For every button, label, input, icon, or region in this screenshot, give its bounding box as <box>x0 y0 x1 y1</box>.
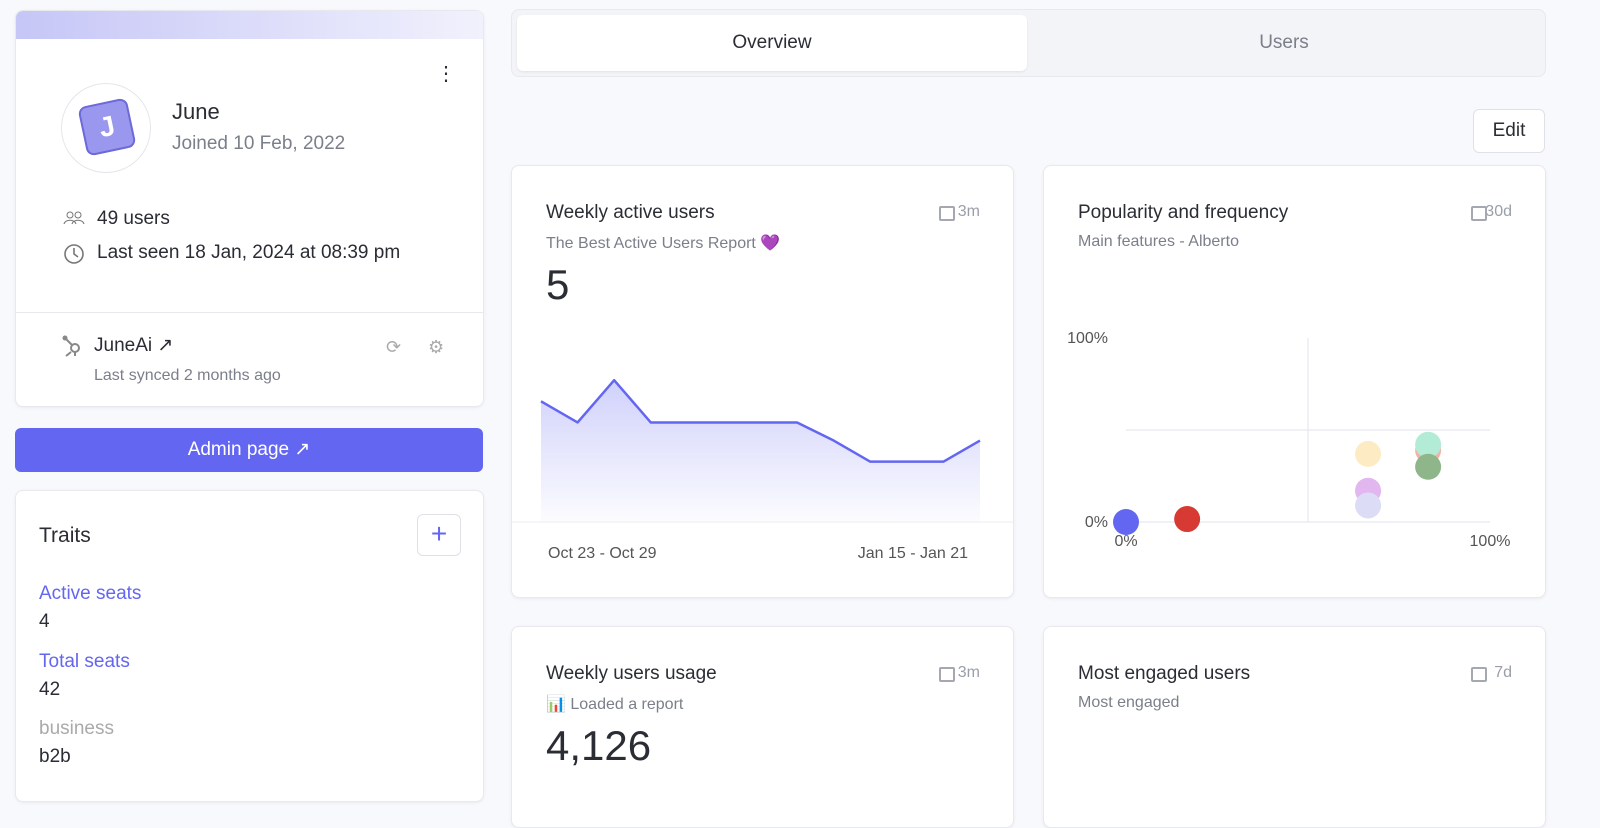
y-tick-label: 100% <box>1067 330 1108 347</box>
hub-icon <box>62 335 80 357</box>
traits-card: Traits + Active seats 4 Total seats 42 b… <box>15 490 484 802</box>
admin-button[interactable]: Admin page ↗ <box>15 428 483 472</box>
card-subtitle: 📊 Loaded a report <box>546 696 684 713</box>
x-tick-label: 100% <box>1470 533 1511 550</box>
tab[interactable]: Overview <box>517 15 1027 71</box>
joined: Joined 10 Feb, 2022 <box>172 133 346 154</box>
tab-bar: Overview Users <box>511 9 1546 77</box>
synced: Last synced 2 months ago <box>94 367 281 384</box>
page: ⋮ J June Joined 10 Feb, 2022 49 users La… <box>15 9 1546 828</box>
x-tick-label: 0% <box>1114 533 1137 550</box>
menu-button[interactable]: ⋮ <box>436 63 456 85</box>
add-trait[interactable]: + <box>417 514 461 556</box>
avatar: J <box>61 83 151 173</box>
calendar-icon <box>1471 667 1487 682</box>
x-tick-label: Jan 15 - Jan 21 <box>858 545 968 562</box>
card-period: 3m <box>957 664 980 681</box>
card-title: Weekly users usage <box>546 663 717 684</box>
chart: Oct 23 - Oct 29 Jan 15 - Jan 21 <box>512 378 1013 562</box>
card-period: 3m <box>957 203 980 220</box>
profile-card: ⋮ J June Joined 10 Feb, 2022 49 users La… <box>15 10 484 407</box>
card-subtitle: Main features - Alberto <box>1078 233 1239 250</box>
report-card: Weekly users usage 📊 Loaded a report 3m 4,1… <box>511 626 1014 828</box>
traits-title: Traits <box>39 524 91 547</box>
icons <box>63 211 85 264</box>
headline: 5 <box>546 261 570 308</box>
x-tick-label: Oct 23 - Oct 29 <box>548 545 657 562</box>
card-period: 30d <box>1485 203 1512 220</box>
avatar-letter: J <box>77 97 137 157</box>
headline: 4,126 <box>546 722 652 769</box>
chart: 0% 100% 0% 100% <box>1067 330 1511 550</box>
card-title: Popularity and frequency <box>1078 202 1289 223</box>
calendar-icon <box>1471 206 1487 221</box>
line <box>540 378 981 463</box>
trait-value: b2b <box>39 746 71 767</box>
card-title: Weekly active users <box>546 202 715 223</box>
integration-name: JuneAi ↗ <box>94 335 174 356</box>
tab[interactable]: Users <box>1259 32 1309 53</box>
trait-label: Total seats <box>39 651 130 672</box>
point <box>1113 509 1139 535</box>
point <box>1355 440 1382 467</box>
area <box>541 380 980 522</box>
name: June <box>172 99 220 124</box>
admin-label: Admin page <box>187 439 290 460</box>
banner <box>16 11 483 39</box>
report-card: Popularity and frequency Main features - … <box>1043 165 1546 598</box>
trait-value: 4 <box>39 611 50 632</box>
card-subtitle: The Best Active Users Report 💜 <box>546 235 781 252</box>
report-card: Most engaged users Most engaged 7d <box>1043 626 1546 828</box>
divider <box>16 312 483 313</box>
last-seen: Last seen 18 Jan, 2024 at 08:39 pm <box>97 242 401 263</box>
calendar-icon <box>939 206 955 221</box>
point <box>1415 453 1442 480</box>
trait-label: business <box>39 718 114 739</box>
y-tick-label: 0% <box>1085 514 1108 531</box>
report-card: Weekly active users The Best Active Users… <box>511 165 1014 598</box>
trait-label: Active seats <box>39 583 142 604</box>
card-title: Most engaged users <box>1078 663 1251 684</box>
sync-button[interactable]: ⟳ <box>386 337 402 357</box>
point <box>1415 431 1442 458</box>
calendar-icon <box>939 667 955 682</box>
users-count: 49 users <box>97 208 170 229</box>
point <box>1355 492 1382 519</box>
point <box>1174 506 1201 533</box>
card-subtitle: Most engaged <box>1078 694 1180 711</box>
trait-value: 42 <box>39 679 61 700</box>
card-period: 7d <box>1494 664 1512 681</box>
edit-button[interactable]: Edit <box>1473 109 1545 153</box>
settings-button[interactable]: ⚙ <box>428 337 445 357</box>
integration-label: JuneAi <box>94 335 153 356</box>
